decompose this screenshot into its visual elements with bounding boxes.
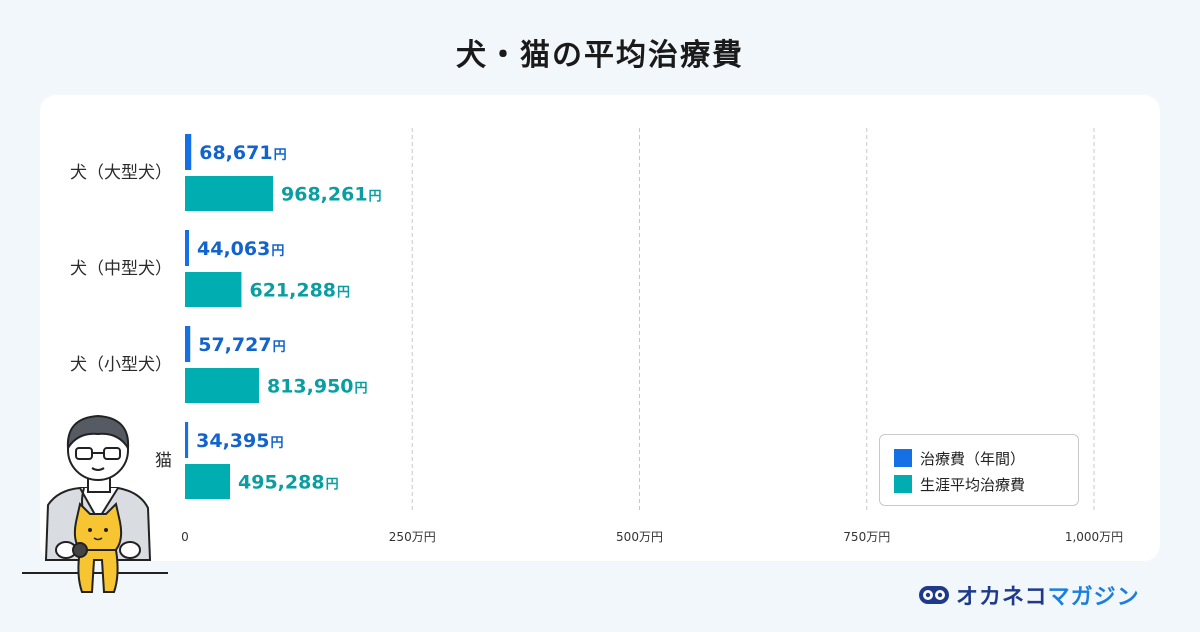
data-label-unit: 円 [270,436,283,451]
data-label: 495,288 [238,472,325,494]
bar-lifetime [185,176,274,211]
logo-icon [919,586,949,604]
data-label: 57,727 [198,334,271,356]
brand-logo: オカネコマガジン [918,579,1140,611]
data-label: 621,288 [249,280,336,302]
legend-label-annual: 治療費（年間） [920,449,1026,468]
data-label: 968,261 [281,184,368,206]
x-tick-label: 1,000万円 [1065,530,1123,544]
bar-annual [185,326,191,362]
x-tick-label: 750万円 [843,530,890,544]
chart-title: 犬・猫の平均治療費 [456,38,744,73]
bar-annual [185,230,190,266]
x-tick-label: 250万円 [389,530,436,544]
legend-item-lifetime: 生涯平均治療費 [894,471,1064,497]
data-label: 34,395 [196,430,269,452]
data-label-unit: 円 [369,190,382,205]
data-label-unit: 円 [273,340,286,355]
logo-text: オカネコマガジン [956,579,1140,611]
bar-lifetime [185,368,259,403]
legend-swatch-annual [894,449,912,467]
logo-text-main: オカネコ [956,585,1048,610]
data-label-unit: 円 [274,148,287,163]
bar-annual [185,134,192,170]
x-tick-label: 500万円 [616,530,663,544]
data-label-unit: 円 [326,478,339,493]
category-label: 犬（小型犬） [70,355,172,375]
chart-legend: 治療費（年間） 生涯平均治療費 [879,434,1079,506]
data-label-unit: 円 [271,244,284,259]
data-label: 813,950 [267,376,354,398]
category-label: 犬（大型犬） [70,163,172,183]
legend-swatch-lifetime [894,475,912,493]
data-label: 68,671 [199,142,272,164]
data-label-unit: 円 [337,286,350,301]
bar-lifetime [185,464,231,499]
bar-lifetime [185,272,242,307]
data-label: 44,063 [197,238,270,260]
vet-and-cat-illustration [22,414,168,593]
legend-label-lifetime: 生涯平均治療費 [920,475,1026,494]
data-label-unit: 円 [355,382,368,397]
category-label: 猫 [155,451,172,471]
x-tick-label: 0 [181,530,189,544]
legend-item-annual: 治療費（年間） [894,445,1064,471]
bar-annual [185,422,189,458]
logo-text-accent: マガジン [1047,585,1140,610]
category-label: 犬（中型犬） [70,259,172,279]
